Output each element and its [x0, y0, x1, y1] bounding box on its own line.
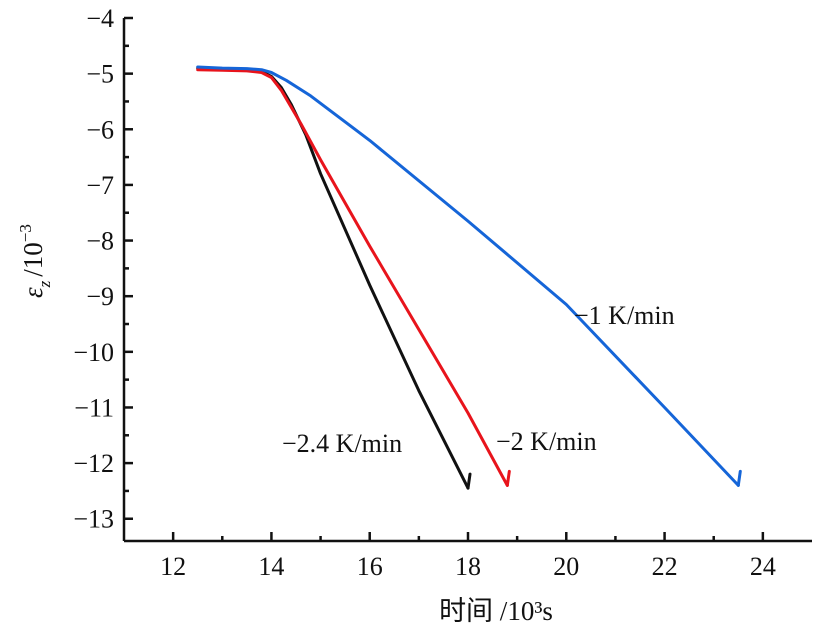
- x-tick-label: 14: [258, 552, 284, 581]
- y-axis-exponent: −3: [16, 224, 35, 242]
- y-tick-label: −9: [86, 282, 114, 311]
- x-axis-title: 时间 /10³s: [439, 596, 553, 626]
- x-tick-label: 22: [652, 552, 678, 581]
- y-tick-label: −5: [86, 60, 114, 89]
- y-tick-label: −8: [86, 227, 114, 256]
- y-axis-subscript: z: [35, 280, 54, 288]
- series-end-mark-0: [466, 472, 472, 490]
- series-layer: [196, 65, 740, 490]
- y-tick-label: −4: [86, 4, 114, 33]
- y-axis-unit: /10: [18, 242, 48, 277]
- series-label-1: −1 K/min: [574, 301, 675, 330]
- series-end-markers: [466, 469, 742, 490]
- x-tick-label: 16: [357, 552, 383, 581]
- y-tick-label: −10: [73, 338, 114, 367]
- x-tick-label: 12: [160, 552, 186, 581]
- series-end-mark-2: [736, 469, 742, 487]
- y-tick-label: −13: [73, 505, 114, 534]
- series-label-2: −2 K/min: [496, 427, 597, 456]
- series-line-2: [196, 65, 740, 487]
- series-line-1: [196, 68, 509, 487]
- x-tick-label: 18: [455, 552, 481, 581]
- y-tick-label: −6: [86, 115, 114, 144]
- series-end-mark-1: [505, 469, 511, 487]
- y-tick-label: −12: [73, 449, 114, 478]
- y-axis-symbol: ε: [18, 287, 48, 298]
- y-ticks: −4 −5 −6 −7 −8 −9 −10 −11 −12 −13: [73, 4, 133, 534]
- axes: [122, 18, 812, 543]
- y-tick-label: −7: [86, 171, 114, 200]
- svg-text:εz/10−3: εz/10−3: [16, 224, 54, 298]
- x-tick-label: 24: [750, 552, 776, 581]
- y-tick-label: −11: [74, 393, 114, 422]
- series-label-2-4: −2.4 K/min: [282, 429, 402, 458]
- x-tick-label: 20: [553, 552, 579, 581]
- x-ticks: 12 14 16 18 20 22 24: [160, 532, 776, 581]
- y-axis-title: εz/10−3: [16, 224, 54, 298]
- series-line-0: [196, 66, 470, 490]
